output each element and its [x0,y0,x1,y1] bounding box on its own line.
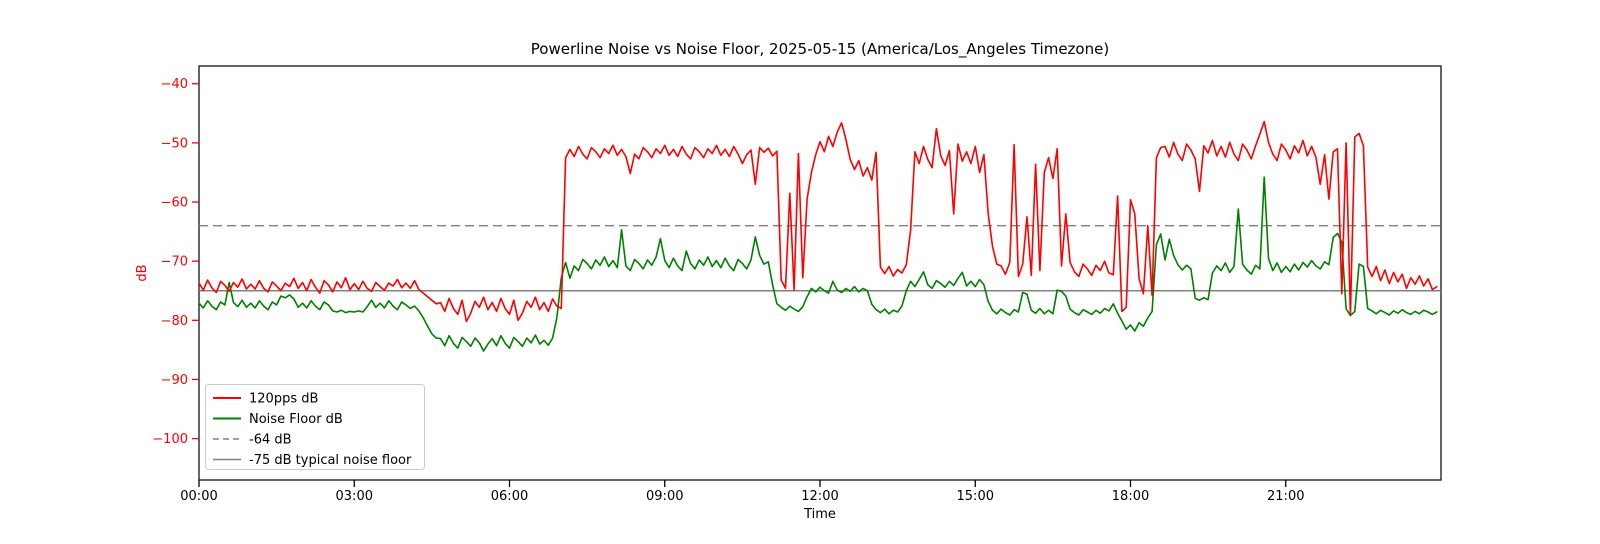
legend: 120pps dB Noise Floor dB -64 dB -75 dB t… [205,384,425,470]
legend-box [205,384,425,470]
series-layer [198,120,1438,352]
y-tick-label: −100 [152,432,188,447]
legend-item: -64 dB [213,433,292,448]
chart-title: Powerline Noise vs Noise Floor, 2025-05-… [531,40,1109,59]
axis-ticks-layer: −40 −50 −60 −70 −80 −90 −100 00:00 03:00 06:00 09:… [152,77,1304,504]
y-tick-label: −60 [161,196,188,211]
y-tick-label: −50 [161,136,188,151]
x-tick-label: 21:00 [1267,489,1304,504]
y-axis-label: dB [135,264,150,281]
x-tick-label: 15:00 [957,489,994,504]
x-axis-label: Time [803,507,836,522]
x-tick-label: 12:00 [801,489,838,504]
reference-lines-layer [199,224,1441,292]
legend-item-label: -75 dB typical noise floor [249,453,412,468]
y-tick-label: −90 [161,373,188,388]
legend-item-label: -64 dB [249,433,292,448]
series-line-noise-floor-db [198,176,1438,352]
y-tick-label: −40 [161,77,188,92]
legend-item-label: 120pps dB [249,392,318,407]
legend-item: 120pps dB [213,392,318,407]
legend-item: Noise Floor dB [213,412,343,427]
series-line-120pps-db [198,120,1438,323]
x-tick-label: 18:00 [1112,489,1149,504]
y-tick-label: −70 [161,255,188,270]
x-tick-label: 00:00 [180,489,217,504]
x-tick-label: 09:00 [646,489,683,504]
x-tick-label: 06:00 [491,489,528,504]
y-tick-label: −80 [161,314,188,329]
x-tick-label: 03:00 [336,489,373,504]
legend-item: -75 dB typical noise floor [213,453,412,468]
legend-item-label: Noise Floor dB [249,412,343,427]
